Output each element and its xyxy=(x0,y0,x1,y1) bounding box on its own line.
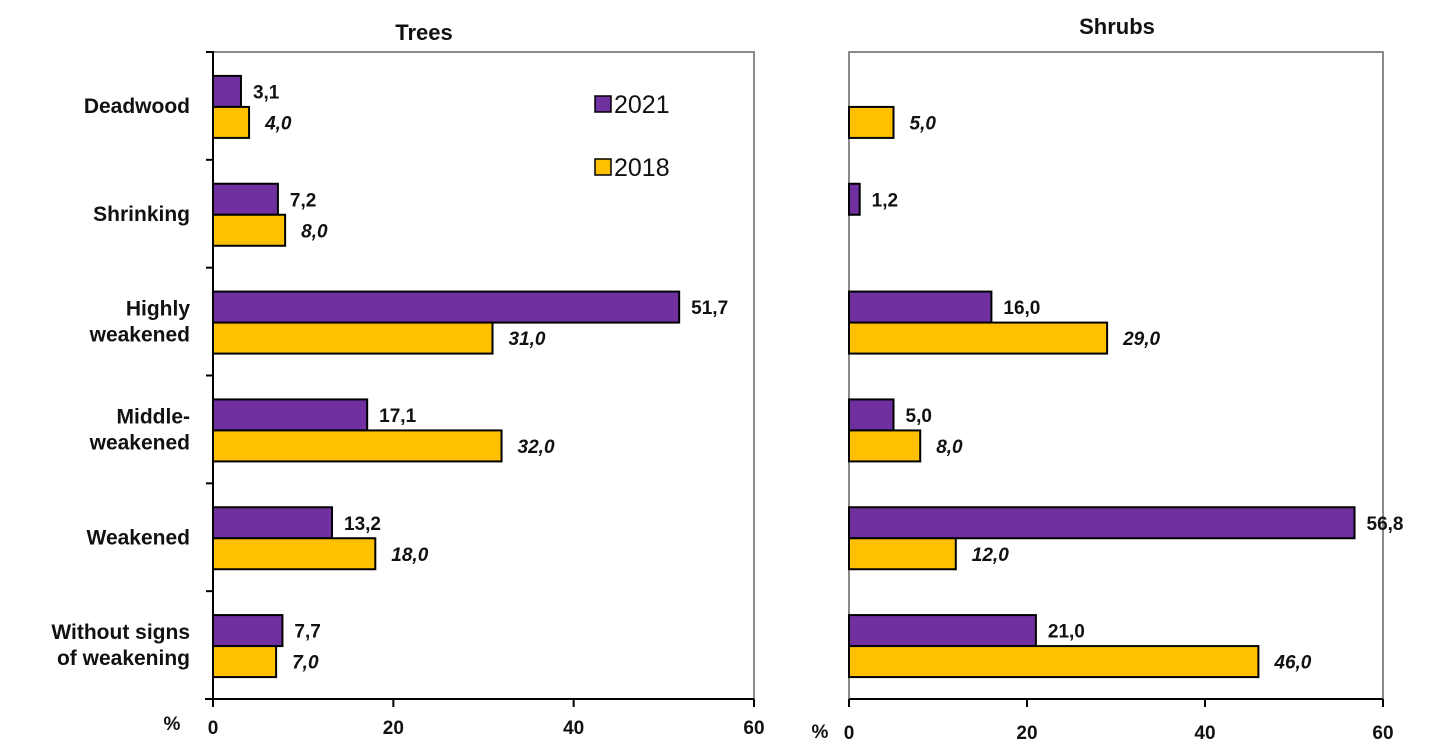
shrubs-plot-area xyxy=(848,51,1384,700)
trees-bar-2021-4 xyxy=(212,506,334,540)
trees-x-unit-label: % xyxy=(164,714,181,735)
trees-title: Trees xyxy=(395,20,453,45)
trees-bar-2018-0 xyxy=(212,105,251,139)
trees-x-tick-label: 60 xyxy=(743,718,764,739)
shrubs-x-tick-label: 60 xyxy=(1372,723,1393,744)
trees-x-tick-label: 0 xyxy=(208,718,219,739)
shrubs-data-label-2018-2: 29,0 xyxy=(1122,329,1160,350)
shrubs-data-label-2021-3: 5,0 xyxy=(906,406,932,427)
trees-bar-2021-2 xyxy=(212,290,681,324)
shrubs-data-label-2021-5: 21,0 xyxy=(1048,622,1085,643)
category-label: weakened xyxy=(89,324,190,347)
shrubs-data-label-2021-1: 1,2 xyxy=(872,190,898,211)
trees-bar-2018-1 xyxy=(212,213,287,247)
trees-data-label-2018-4: 18,0 xyxy=(391,545,428,566)
trees-data-label-2021-0: 3,1 xyxy=(253,82,280,103)
shrubs-title: Shrubs xyxy=(1079,14,1155,39)
category-label: Deadwood xyxy=(84,95,190,118)
trees-x-tick-label: 20 xyxy=(383,718,404,739)
trees-bar-2021-0 xyxy=(212,74,242,108)
legend: 2021 2018 xyxy=(594,91,670,182)
shrubs-x-tick-label: 40 xyxy=(1194,723,1215,744)
category-label: Middle- xyxy=(117,405,191,428)
category-label: Without signs xyxy=(51,621,190,644)
trees-data-label-2021-3: 17,1 xyxy=(379,406,416,427)
shrubs-bar-2021-5 xyxy=(848,614,1037,648)
trees-data-label-2018-1: 8,0 xyxy=(301,221,328,242)
trees-bar-2018-3 xyxy=(212,429,503,463)
trees-data-label-2018-5: 7,0 xyxy=(292,653,319,674)
shrubs-data-label-2021-4: 56,8 xyxy=(1367,514,1404,535)
shrubs-x-tick-label: 0 xyxy=(844,723,855,744)
category-label: Highly xyxy=(126,298,190,321)
shrubs-bar-2018-0 xyxy=(848,105,895,139)
trees-bar-2018-2 xyxy=(212,321,494,355)
shrubs-data-label-2018-0: 5,0 xyxy=(910,113,937,134)
shrubs-data-label-2018-4: 12,0 xyxy=(972,545,1009,566)
category-label: Shrinking xyxy=(93,203,190,226)
shrubs-bar-2021-3 xyxy=(848,398,895,432)
shrubs-bar-2021-1 xyxy=(848,182,861,216)
legend-label-2021: 2021 xyxy=(614,91,670,119)
trees-x-tick-label: 40 xyxy=(563,718,584,739)
shrubs-panel: Shrubs 5,01,216,029,05,08,056,812,021,04… xyxy=(812,14,1404,744)
shrubs-bar-2018-3 xyxy=(848,429,922,463)
shrubs-x-tick-label: 20 xyxy=(1016,723,1037,744)
shrubs-data-label-2018-5: 46,0 xyxy=(1273,653,1311,674)
trees-plot-area xyxy=(212,51,755,700)
category-label: of weakening xyxy=(57,647,190,670)
trees-data-label-2021-2: 51,7 xyxy=(691,298,728,319)
shrubs-bar-2018-2 xyxy=(848,321,1109,355)
shrubs-bar-2021-4 xyxy=(848,506,1356,540)
legend-swatch-2018 xyxy=(594,158,612,176)
category-label: Weakened xyxy=(87,526,191,549)
trees-data-label-2021-5: 7,7 xyxy=(294,622,320,643)
category-label: weakened xyxy=(89,431,190,454)
trees-bar-2018-5 xyxy=(212,645,278,679)
shrubs-bar-2018-5 xyxy=(848,645,1260,679)
trees-bar-2018-4 xyxy=(212,537,377,571)
legend-swatch-2021 xyxy=(594,95,612,113)
trees-data-label-2021-1: 7,2 xyxy=(290,190,316,211)
legend-label-2018: 2018 xyxy=(614,154,670,182)
shrubs-x-unit-label: % xyxy=(812,722,829,743)
trees-data-label-2018-2: 31,0 xyxy=(509,329,546,350)
trees-data-label-2021-4: 13,2 xyxy=(344,514,381,535)
trees-bar-2021-3 xyxy=(212,398,369,432)
shrubs-bar-2018-4 xyxy=(848,537,957,571)
shrubs-data-label-2021-2: 16,0 xyxy=(1003,298,1040,319)
shrubs-bar-2021-2 xyxy=(848,290,993,324)
shrubs-data-label-2018-3: 8,0 xyxy=(936,437,963,458)
trees-panel: Trees Deadwood Shrinking Highly weakened Mid… xyxy=(51,20,764,739)
trees-bar-2021-5 xyxy=(212,614,284,648)
trees-bar-2021-1 xyxy=(212,182,279,216)
trees-data-label-2018-0: 4,0 xyxy=(264,113,292,134)
trees-data-label-2018-3: 32,0 xyxy=(518,437,555,458)
